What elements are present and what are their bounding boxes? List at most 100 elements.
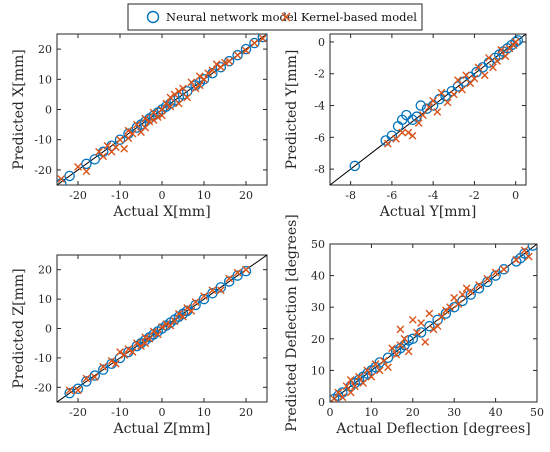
kernel-point <box>425 309 434 318</box>
nn-point <box>64 170 75 182</box>
kernel-point <box>384 363 392 372</box>
kernel-point <box>149 327 158 336</box>
nn-point <box>374 357 385 368</box>
x-tick-label: 20 <box>239 189 253 202</box>
kernel-point-stroke-b <box>124 126 133 135</box>
kernel-point <box>128 348 137 356</box>
kernel-point-stroke-b <box>392 350 401 359</box>
kernel-point <box>208 66 217 75</box>
kernel-point <box>375 366 384 375</box>
y-tick-label: 20 <box>311 333 325 346</box>
kernel-point-stroke-b <box>170 90 179 99</box>
nn-point <box>81 376 92 387</box>
nn-point <box>424 320 435 332</box>
kernel-point-stroke-b <box>158 323 166 331</box>
kernel-point <box>166 102 175 111</box>
kernel-point-stroke-b <box>484 53 493 62</box>
kernel-point-stroke-b <box>153 330 162 339</box>
kernel-point <box>520 246 529 255</box>
kernel-point <box>107 356 116 365</box>
kernel-point-stroke-b <box>65 386 74 395</box>
x-tick-label: 10 <box>197 406 211 419</box>
kernel-point <box>124 126 133 135</box>
kernel-point-stroke-b <box>417 319 425 327</box>
x-tick-label: 0 <box>159 406 166 419</box>
kernel-point-stroke-b <box>57 175 66 183</box>
kernel-point <box>200 292 208 301</box>
kernel-point <box>429 96 438 105</box>
kernel-point <box>187 306 196 315</box>
kernel-point-stroke-b <box>384 363 392 372</box>
kernel-point-stroke-b <box>149 108 158 117</box>
plot-marks <box>57 34 267 185</box>
nn-point <box>386 130 398 141</box>
kernel-point <box>162 99 171 108</box>
kernel-point-stroke-b <box>74 162 82 171</box>
kernel-point-stroke-b <box>258 34 267 43</box>
y-axis-label-panel-deflection: Predicted Deflection [degrees] <box>284 214 300 432</box>
kernel-point <box>90 373 99 381</box>
kernel-point <box>470 74 479 83</box>
x-axis-label-panel-deflection: Actual Deflection [degrees] <box>335 421 530 437</box>
kernel-point-stroke-b <box>250 39 259 47</box>
kernel-point <box>120 144 129 153</box>
kernel-point <box>258 34 267 43</box>
kernel-point-stroke-b <box>128 129 137 138</box>
kernel-point <box>491 268 500 277</box>
kernel-point <box>183 93 192 102</box>
nn-point <box>349 160 361 172</box>
kernel-point <box>170 90 179 99</box>
kernel-point <box>379 357 388 365</box>
kernel-point-stroke-b <box>512 255 521 264</box>
kernel-point-stroke-b <box>170 317 179 326</box>
y-tick-label: -10 <box>34 134 52 147</box>
kernel-point <box>421 338 430 346</box>
x-axis-label-panel-y: Actual Y[mm] <box>379 204 477 220</box>
kernel-point <box>462 71 471 80</box>
y-tick-label: -8 <box>314 163 325 176</box>
x-tick-label: -2 <box>469 189 480 202</box>
kernel-point-stroke-b <box>475 281 483 289</box>
kernel-point-stroke-b <box>195 81 204 90</box>
kernel-point-stroke-b <box>480 71 489 80</box>
kernel-point <box>493 57 502 65</box>
kernel-point <box>454 76 462 84</box>
kernel-point-stroke-b <box>128 348 137 356</box>
kernel-point-stroke-b <box>221 58 229 67</box>
kernel-point <box>484 53 493 62</box>
kernel-point-stroke-b <box>338 393 347 402</box>
kernel-point-stroke-b <box>225 274 234 283</box>
x-tick-label: -6 <box>387 189 398 202</box>
kernel-point-stroke-b <box>95 147 103 156</box>
kernel-point <box>221 58 229 67</box>
kernel-point-stroke-b <box>166 93 175 102</box>
x-tick-label: -20 <box>69 189 87 202</box>
y-tick-label: 50 <box>311 238 325 251</box>
kernel-point <box>158 111 166 120</box>
nn-point <box>72 383 84 395</box>
kernel-point <box>82 374 91 383</box>
kernel-point <box>116 135 124 144</box>
kernel-point <box>458 290 467 299</box>
kernel-point <box>483 274 492 283</box>
kernel-point <box>413 328 421 337</box>
kernel-point-stroke-b <box>132 120 141 129</box>
kernel-point <box>242 46 250 55</box>
kernel-point <box>359 379 368 387</box>
y-tick-label: 10 <box>38 293 52 306</box>
x-axis-label-panel-x: Actual X[mm] <box>112 204 210 220</box>
kernel-point-stroke-b <box>166 102 175 111</box>
kernel-point <box>388 344 396 353</box>
kernel-point <box>233 268 242 277</box>
kernel-point-stroke-b <box>183 304 192 312</box>
kernel-point-stroke-b <box>242 265 250 274</box>
x-tick-label: -20 <box>69 406 87 419</box>
kernel-point <box>99 362 108 371</box>
kernel-point-stroke-b <box>458 85 466 94</box>
kernel-point <box>398 128 407 137</box>
kernel-point-stroke-b <box>120 351 129 359</box>
kernel-point <box>191 298 200 306</box>
kernel-point-stroke-b <box>466 287 475 296</box>
kernel-point-stroke-b <box>404 128 413 137</box>
kernel-point-stroke-b <box>99 362 108 371</box>
